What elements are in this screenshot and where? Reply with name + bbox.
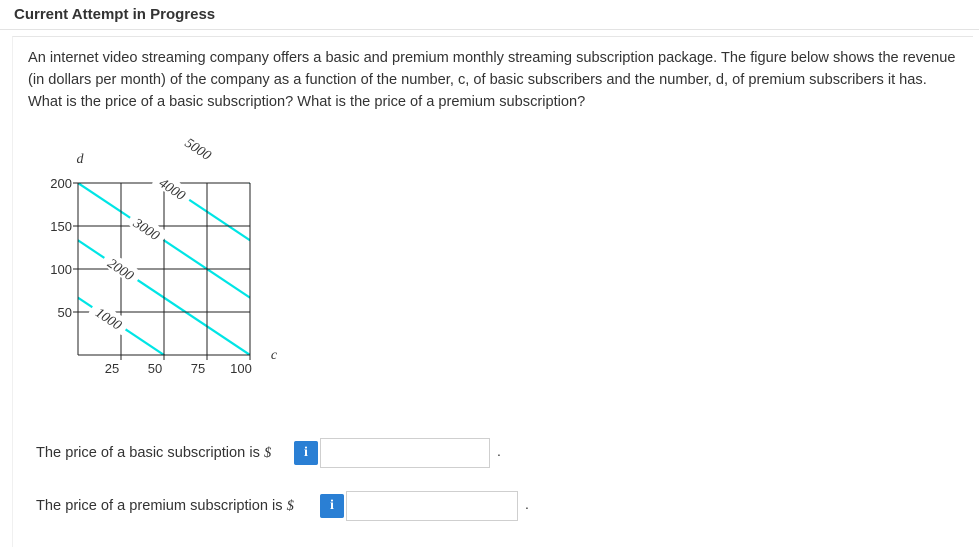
contour-label-bg-1000 xyxy=(88,299,131,336)
basic-price-row: The price of a basic subscription is $ i… xyxy=(36,437,516,469)
contour-label-bg-3000 xyxy=(126,210,169,246)
basic-period: . xyxy=(497,443,501,459)
y-tick-label-100: 100 xyxy=(50,262,72,277)
premium-price-row: The price of a premium subscription is $… xyxy=(36,490,556,522)
premium-period: . xyxy=(525,496,529,512)
contour-label-bg-2000 xyxy=(100,250,143,286)
page-title: Current Attempt in Progress xyxy=(14,6,216,23)
info-icon[interactable]: i xyxy=(294,441,318,465)
y-axis-label: d xyxy=(77,152,85,167)
y-tick-label-200: 200 xyxy=(50,176,72,191)
y-tick-label-50: 50 xyxy=(58,305,72,320)
x-tick-label-50: 50 xyxy=(148,361,162,376)
question-text: An internet video streaming company offe… xyxy=(28,50,956,110)
x-tick-label-75: 75 xyxy=(191,361,205,376)
contour-label-bg-4000 xyxy=(152,170,195,206)
premium-price-input[interactable] xyxy=(346,491,518,521)
y-tick-label-150: 150 xyxy=(50,219,72,234)
contour-graph: 25 50 75 100 50 100 150 200 d c 1000 2000 3000 4000 50… xyxy=(40,130,280,385)
question-panel xyxy=(12,36,973,547)
contour-label-bg-5000 xyxy=(177,130,221,166)
x-tick-label-25: 25 xyxy=(105,361,119,376)
contour-chart: 25 50 75 10050100150200dc100020003000400050… xyxy=(50,130,278,376)
premium-price-label: The price of a premium subscription is $ xyxy=(36,498,294,514)
x-axis-label: c xyxy=(271,348,278,363)
page-header: Current Attempt in Progress xyxy=(0,0,979,30)
contour-line-4000 xyxy=(162,183,250,242)
basic-price-input[interactable] xyxy=(320,438,490,468)
x-tick-label-100: 100 xyxy=(230,361,252,376)
basic-price-label: The price of a basic subscription is $ xyxy=(36,445,272,461)
info-icon[interactable]: i xyxy=(320,494,344,518)
